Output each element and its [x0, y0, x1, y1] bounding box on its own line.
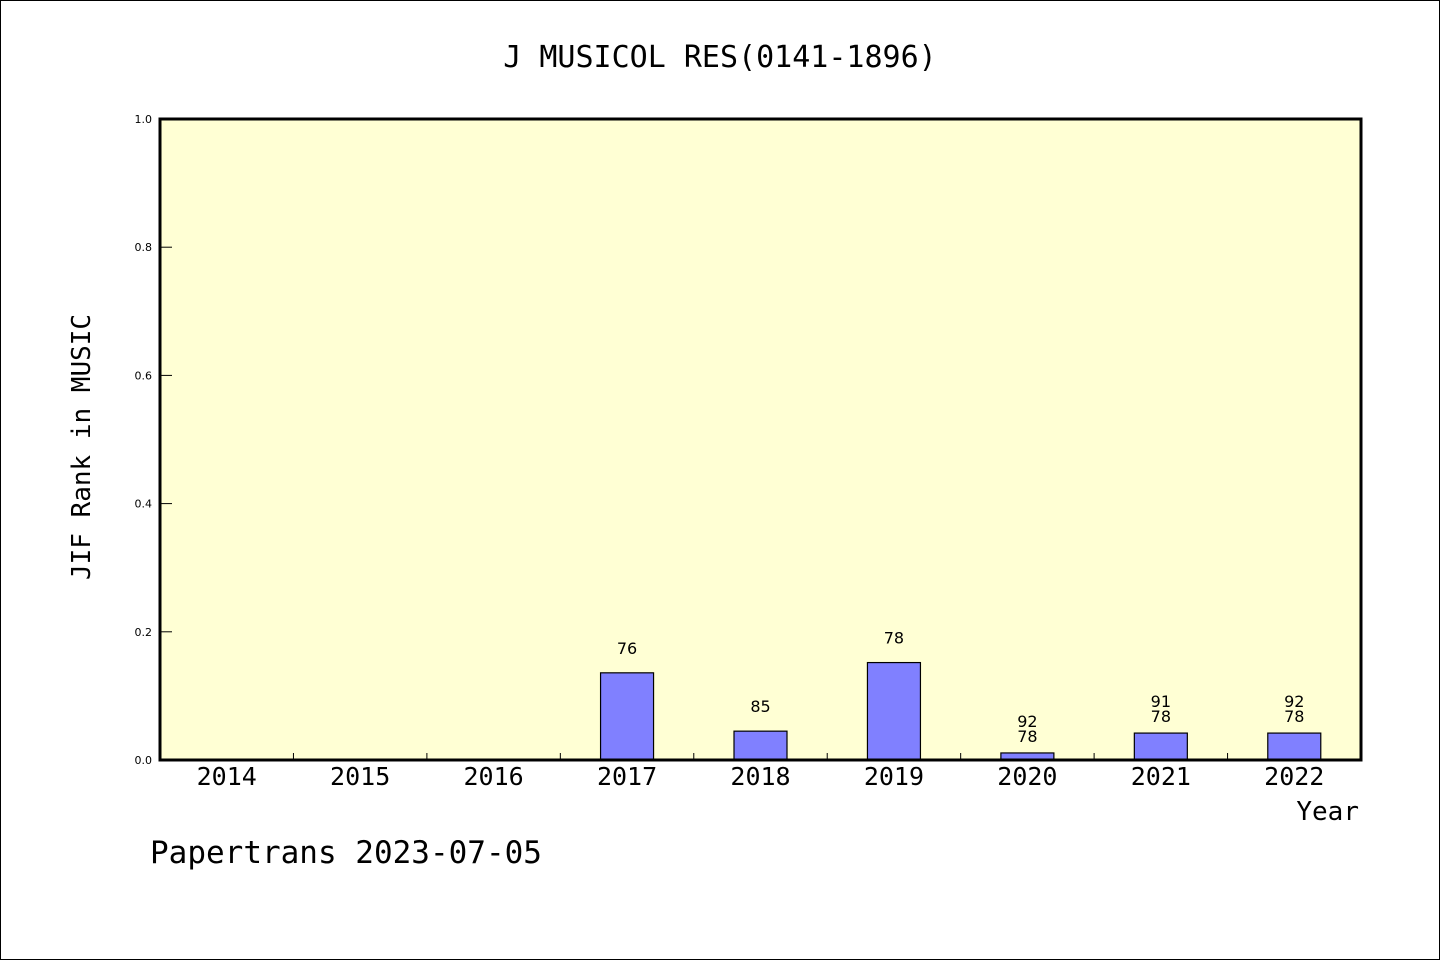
y-tick-label: 0.4 — [135, 498, 153, 511]
bar-2022 — [1267, 732, 1322, 761]
x-tick-label: 2022 — [1264, 762, 1324, 791]
y-tick-label: 0.6 — [135, 369, 153, 382]
plot-area — [160, 119, 1361, 760]
bar-2021 — [1133, 732, 1188, 761]
x-tick-label: 2015 — [330, 762, 390, 791]
x-tick-label: 2021 — [1131, 762, 1191, 791]
x-tick-label: 2020 — [997, 762, 1057, 791]
x-tick-label: 2018 — [730, 762, 790, 791]
y-tick-label: 0.2 — [135, 626, 153, 639]
plot-border — [158, 117, 1363, 762]
bar-2019 — [866, 661, 922, 761]
x-tick-label: 2017 — [597, 762, 657, 791]
bar-value-label: 78 — [1151, 707, 1171, 726]
bars-group — [599, 661, 1322, 761]
x-tick-label: 2019 — [864, 762, 924, 791]
y-axis-label: JIF Rank in MUSIC — [67, 314, 97, 580]
x-tick-label: 2014 — [197, 762, 257, 791]
y-tick-label: 0.0 — [135, 754, 153, 767]
bar-value-label: 91 — [1151, 692, 1171, 711]
footer-credit: Papertrans 2023-07-05 — [150, 835, 542, 871]
chart-title: J MUSICOL RES(0141-1896) — [503, 40, 936, 75]
bar-2017 — [599, 672, 655, 761]
x-tick-label: 2016 — [464, 762, 524, 791]
bar-value-label: 92 — [1017, 712, 1037, 731]
y-axis: 0.0 0.2 0.4 0.6 0.8 1.0 — [135, 113, 172, 767]
y-tick-label: 0.8 — [135, 241, 153, 254]
bar-value-label: 76 — [617, 639, 637, 658]
bar-value-label: 78 — [1017, 727, 1037, 746]
bar-2018 — [733, 730, 788, 761]
bar-value-label: 92 — [1284, 692, 1304, 711]
bar-value-label: 78 — [1284, 707, 1304, 726]
x-axis-label: Year — [1296, 797, 1359, 827]
bar-value-label: 85 — [750, 697, 770, 716]
y-tick-label: 1.0 — [135, 113, 153, 126]
bar-value-label: 78 — [884, 629, 904, 648]
x-axis: 2014 2015 2016 2017 2018 2019 2020 2021 2022 — [197, 753, 1324, 791]
